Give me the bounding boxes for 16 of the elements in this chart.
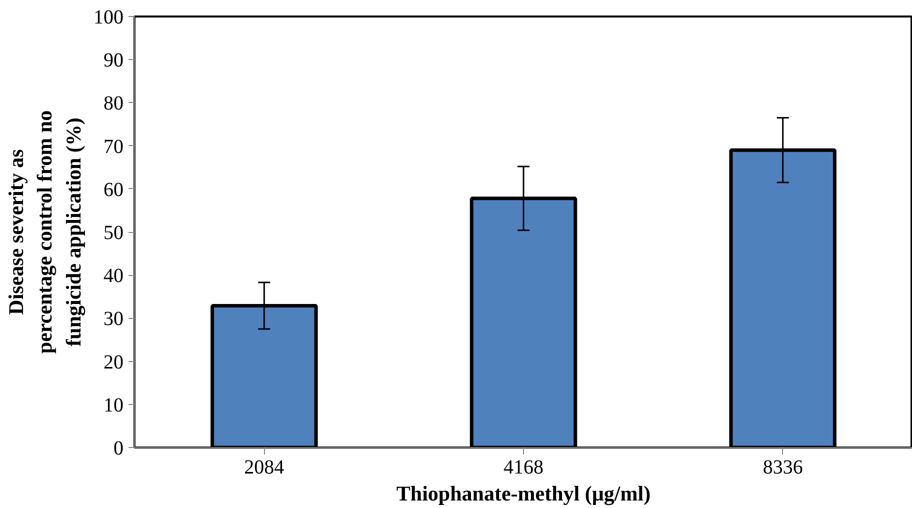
y-tick-label: 60 bbox=[104, 178, 124, 201]
y-tick-label: 40 bbox=[104, 265, 124, 288]
y-tick-label: 10 bbox=[104, 394, 124, 416]
y-tick-label: 30 bbox=[104, 308, 124, 330]
x-tick-label: 2084 bbox=[244, 456, 284, 478]
y-tick-label: 50 bbox=[104, 222, 124, 244]
x-axis-title: Thiophanate-methyl (µg/ml) bbox=[396, 482, 651, 506]
y-tick-label: 90 bbox=[104, 50, 124, 72]
y-tick-label: 70 bbox=[104, 136, 124, 158]
y-axis-title: Disease severity as percentage control from no fungicide application (%) bbox=[4, 110, 86, 354]
y-tick-label: 80 bbox=[104, 92, 124, 115]
x-tick-label: 4168 bbox=[504, 456, 544, 478]
y-tick-label: 100 bbox=[94, 6, 124, 28]
x-tick-label: 8336 bbox=[762, 456, 803, 478]
y-tick-label: 20 bbox=[104, 351, 124, 374]
y-tick-label: 0 bbox=[114, 438, 124, 460]
